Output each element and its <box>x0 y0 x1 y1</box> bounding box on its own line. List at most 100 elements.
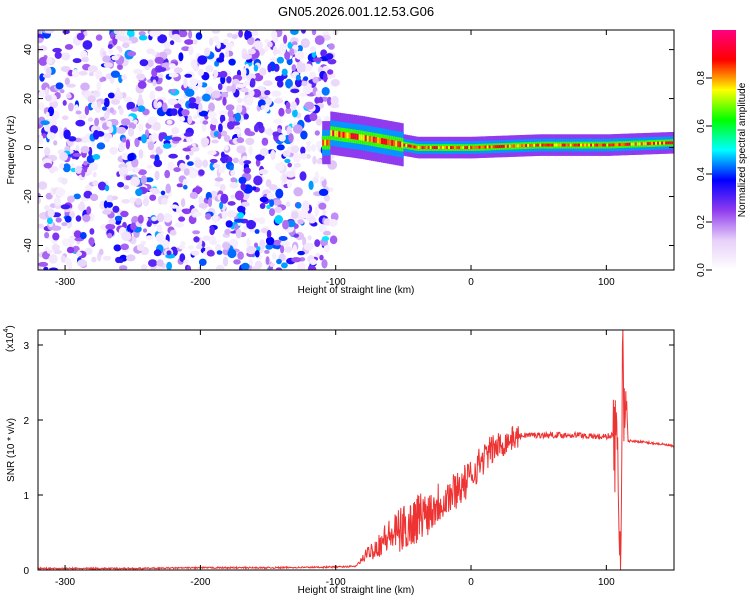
heatmap-cell <box>74 165 83 174</box>
heatmap-cell <box>148 259 158 267</box>
x-tick-label: 100 <box>598 577 615 588</box>
heatmap-cell <box>248 145 253 156</box>
heatmap-cell <box>181 109 190 117</box>
heatmap-cell <box>83 160 88 166</box>
heatmap-cell <box>307 242 314 249</box>
heatmap-cell <box>163 41 171 49</box>
heatmap-cell <box>329 235 338 245</box>
snr-plot-area <box>38 330 674 570</box>
heatmap-cell <box>66 93 72 99</box>
heatmap-cell <box>166 119 173 125</box>
heatmap-cell <box>557 143 560 147</box>
heatmap-cell <box>77 259 88 267</box>
heatmap-cell <box>634 142 638 146</box>
heatmap-cell <box>218 110 229 115</box>
heatmap-cell <box>403 143 406 147</box>
heatmap-cell <box>246 97 253 105</box>
heatmap-cell <box>130 176 141 187</box>
heatmap-cell <box>284 51 291 61</box>
heatmap-cell <box>40 120 50 126</box>
heatmap-cell <box>62 100 67 106</box>
heatmap-cell <box>157 73 164 79</box>
heatmap-cell <box>592 143 595 147</box>
heatmap-cell <box>649 142 652 145</box>
heatmap-cell <box>246 237 251 248</box>
heatmap-cell <box>258 217 266 225</box>
heatmap-cell <box>460 146 463 149</box>
heatmap-cell <box>146 221 152 227</box>
heatmap-cell <box>454 146 457 149</box>
heatmap-cell <box>316 158 323 165</box>
heatmap-cell <box>295 50 305 60</box>
heatmap-cell <box>293 187 304 197</box>
spectrogram-frame <box>37 29 675 271</box>
snr-y-ticks: 0 1 2 3 <box>23 341 674 577</box>
heatmap-cell <box>173 104 182 109</box>
heatmap-cell <box>109 107 115 114</box>
heatmap-cell <box>180 198 186 208</box>
heatmap-cell <box>202 93 211 102</box>
heatmap-cell <box>437 146 441 149</box>
heatmap-cell <box>324 139 327 146</box>
heatmap-cell <box>88 72 94 77</box>
heatmap-cell <box>220 193 229 204</box>
heatmap-cell <box>358 134 362 141</box>
heatmap-cell <box>401 141 404 148</box>
heatmap-cell <box>292 152 301 163</box>
heatmap-cell <box>525 144 528 147</box>
heatmap-cell <box>413 145 416 149</box>
heatmap-cell <box>549 143 552 147</box>
heatmap-cell <box>128 122 137 130</box>
heatmap-cell <box>535 143 538 147</box>
heatmap-cell <box>224 228 231 235</box>
heatmap-cell <box>181 208 188 213</box>
heatmap-cell <box>213 69 219 78</box>
heatmap-cell <box>301 30 306 34</box>
heatmap-cell <box>539 143 542 147</box>
heatmap-cell <box>274 215 284 224</box>
heatmap-cell <box>222 256 229 267</box>
heatmap-cell <box>193 115 198 120</box>
heatmap-cell <box>61 238 70 246</box>
heatmap-cell <box>285 107 292 114</box>
heatmap-cell <box>325 53 334 60</box>
heatmap-cell <box>295 202 302 209</box>
heatmap-cell <box>297 63 306 73</box>
heatmap-cell <box>326 139 329 146</box>
heatmap-cell <box>67 236 76 245</box>
heatmap-cell <box>189 191 198 199</box>
heatmap-cell <box>267 63 272 73</box>
heatmap-cell <box>77 203 86 211</box>
heatmap-cell <box>608 143 611 147</box>
x-tick-label: 0 <box>468 277 474 288</box>
heatmap-cell <box>259 203 266 209</box>
heatmap-cell <box>168 72 179 78</box>
heatmap-cell <box>108 48 114 54</box>
heatmap-cell <box>266 229 272 239</box>
heatmap-cell <box>291 64 297 72</box>
heatmap-cell <box>314 35 325 46</box>
heatmap-cell <box>545 143 548 147</box>
heatmap-cell <box>307 235 312 241</box>
heatmap-cell <box>198 203 208 209</box>
heatmap-cell <box>393 140 396 147</box>
heatmap-cell <box>154 56 164 64</box>
heatmap-cell <box>322 139 325 146</box>
heatmap-cell <box>38 265 42 270</box>
heatmap-cell <box>38 30 42 34</box>
heatmap-cell <box>207 150 217 156</box>
heatmap-cell <box>198 258 207 266</box>
heatmap-cell <box>234 190 244 201</box>
heatmap-cell <box>468 146 471 149</box>
heatmap-cell <box>221 210 228 219</box>
heatmap-cell <box>612 143 615 147</box>
heatmap-cell <box>60 204 71 210</box>
heatmap-cell <box>332 130 335 137</box>
heatmap-cell <box>291 257 302 263</box>
heatmap-cell <box>165 183 171 194</box>
heatmap-cell <box>237 212 245 219</box>
heatmap-cell <box>291 41 298 46</box>
heatmap-cell <box>82 40 93 50</box>
heatmap-cell <box>161 197 168 205</box>
